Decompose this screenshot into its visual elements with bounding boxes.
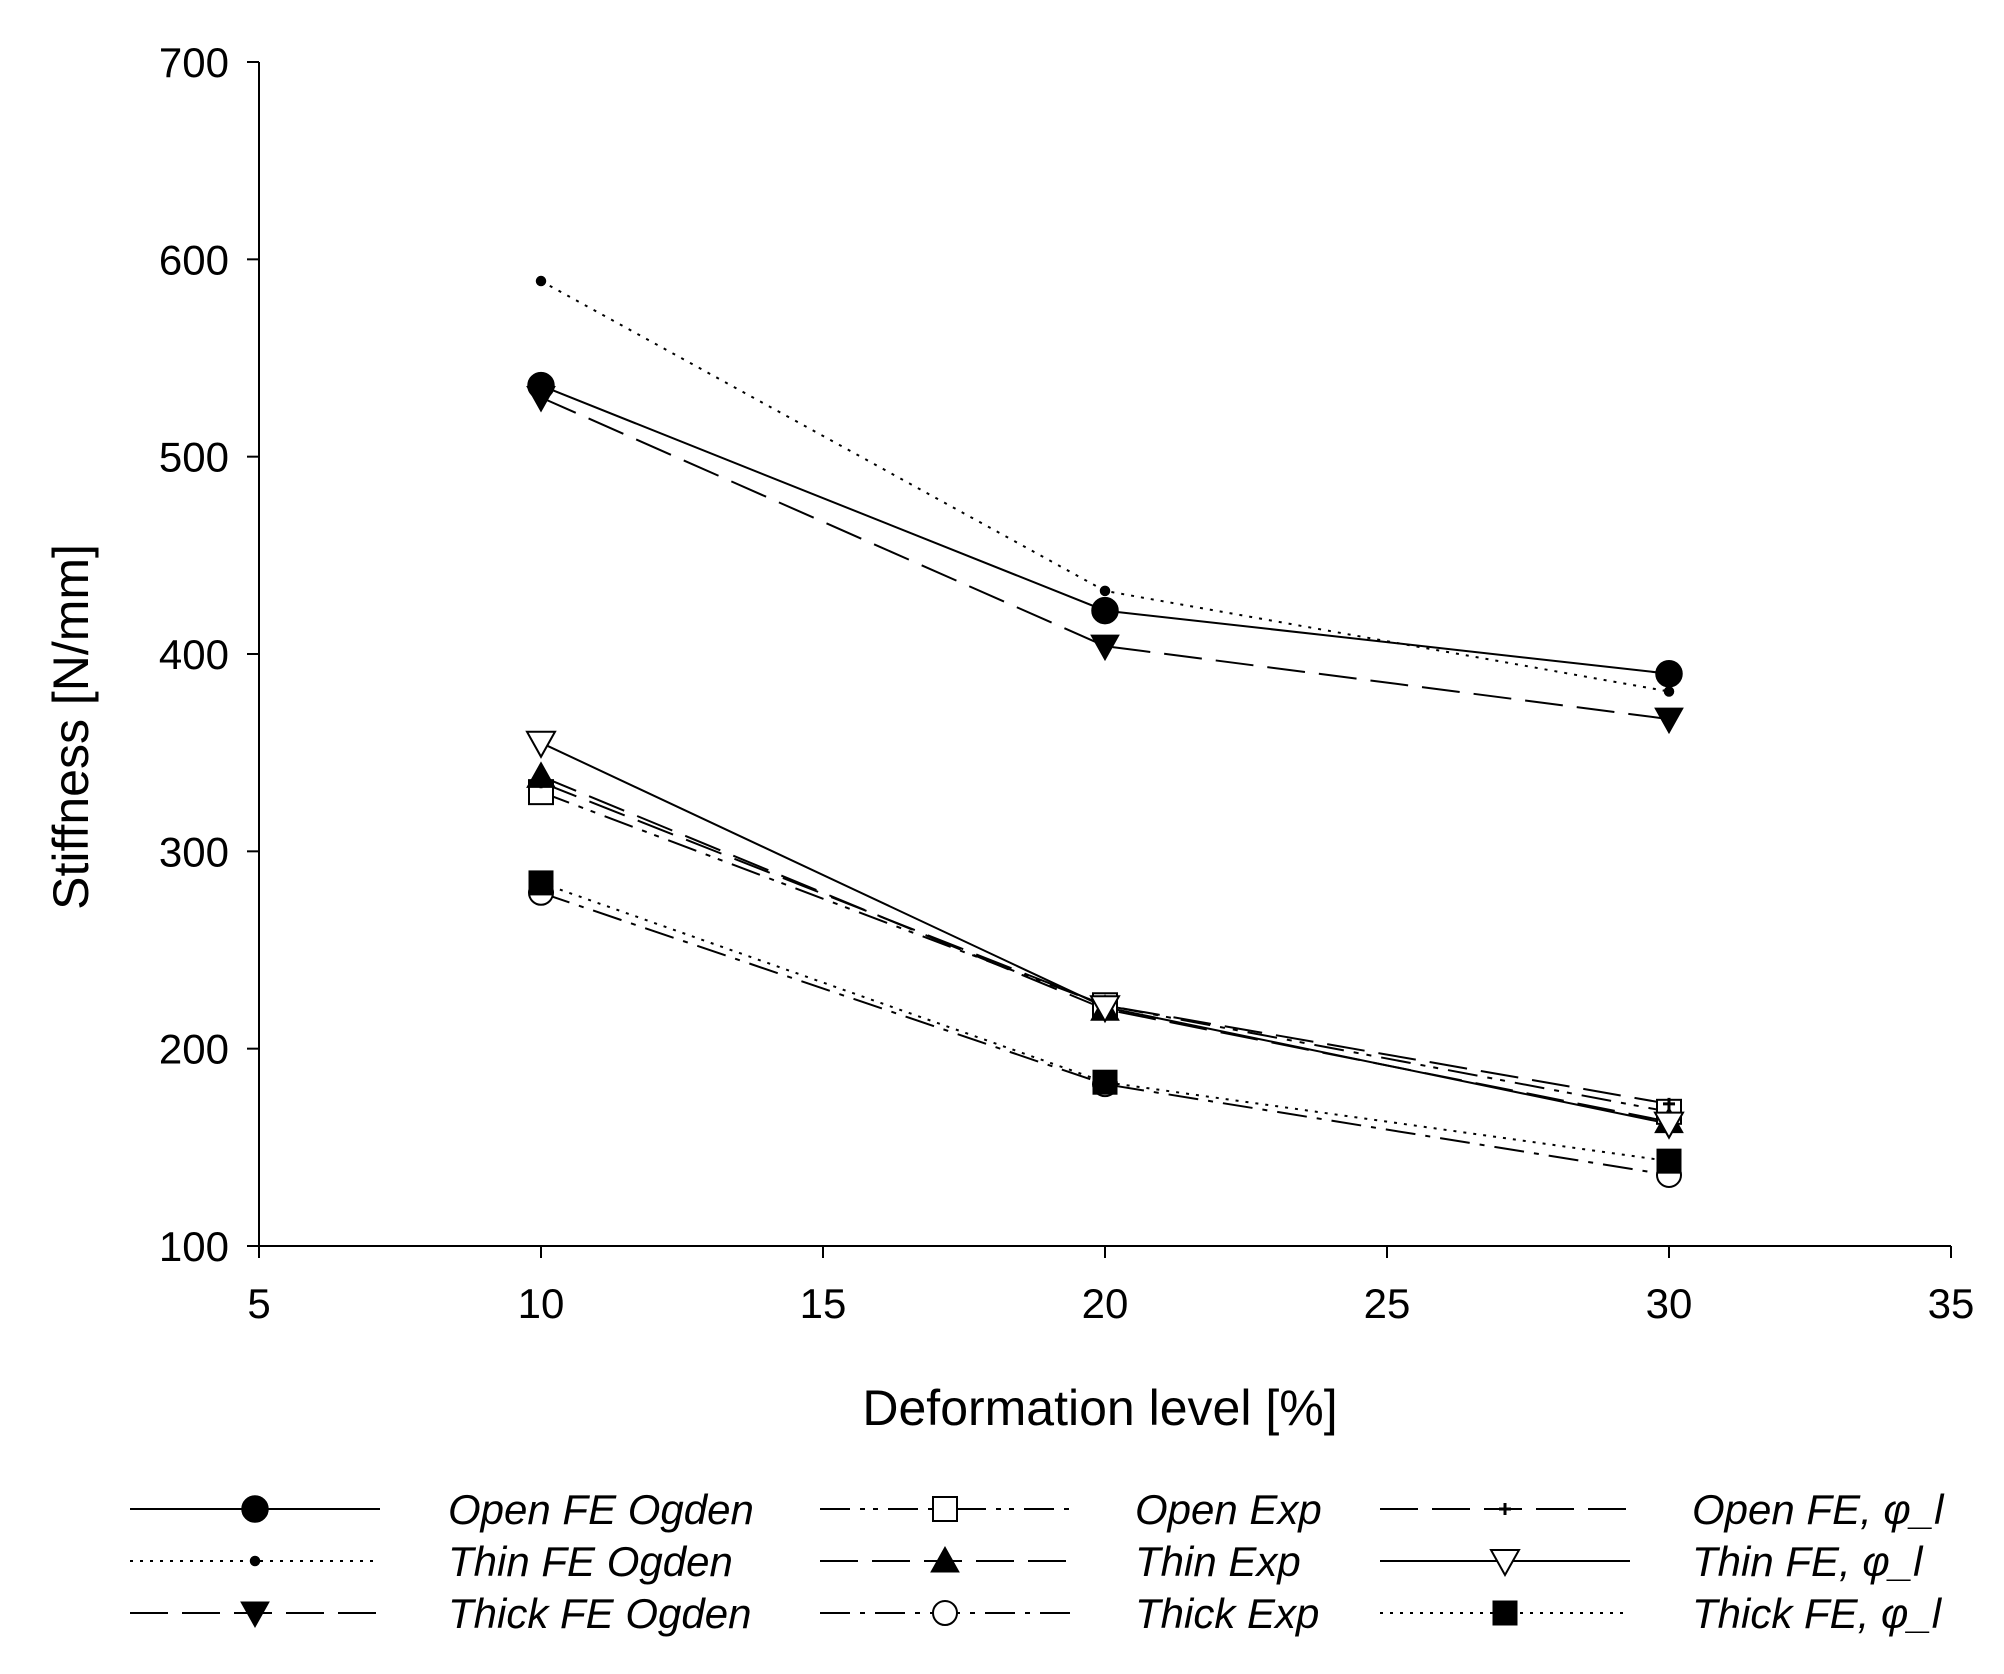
legend: Open FE Ogden Thin FE Ogden Thick FE Ogden… [130, 1486, 1945, 1637]
legend-item: Open Exp [820, 1486, 1322, 1533]
y-tick-label: 100 [159, 1223, 229, 1270]
legend-label: Thick FE, φ_l [1692, 1590, 1943, 1637]
x-tick-label: 25 [1364, 1280, 1411, 1327]
legend-swatch-marker [249, 1555, 261, 1567]
y-tick-label: 700 [159, 39, 229, 86]
data-point [535, 275, 547, 287]
x-tick-label: 10 [518, 1280, 565, 1327]
y-axis-title: Stiffness [N/mm] [43, 544, 99, 910]
axes: 5 10 15 20 25 30 35 100 200 300 400 500 600 700 [159, 39, 1974, 1327]
series-lines [540, 280, 1670, 1176]
x-axis-title: Deformation level [%] [862, 1380, 1337, 1436]
series-line [540, 280, 1670, 693]
data-point [1656, 1148, 1682, 1174]
data-point [1090, 634, 1120, 662]
legend-swatch-marker [932, 1496, 958, 1522]
y-tick-label: 500 [159, 434, 229, 481]
legend-swatch-marker [930, 1545, 960, 1573]
legend-item: Open FE Ogden [130, 1486, 754, 1533]
legend-label: Thin Exp [1135, 1538, 1301, 1585]
data-point [1091, 596, 1119, 625]
series-markers-group [528, 870, 1682, 1174]
data-point [526, 385, 556, 413]
series-markers-group [526, 385, 1684, 735]
legend-item: Thin Exp [820, 1538, 1301, 1585]
legend-label: Open FE Ogden [448, 1486, 754, 1533]
legend-label: Thick FE Ogden [448, 1590, 751, 1637]
legend-item: Thick Exp [820, 1590, 1319, 1637]
series-line [540, 791, 1670, 1113]
y-tick-label: 200 [159, 1026, 229, 1073]
legend-item: Thin FE, φ_l [1380, 1538, 1924, 1585]
data-point [1653, 1111, 1685, 1140]
data-point [1663, 686, 1675, 697]
legend-swatch-marker [241, 1495, 269, 1523]
series-markers-group [528, 879, 1682, 1188]
legend-swatch-marker [1489, 1549, 1521, 1578]
x-tick-label: 15 [800, 1280, 847, 1327]
series-markers-group [535, 776, 1675, 1110]
data-point [1099, 585, 1111, 597]
legend-item: Thin FE Ogden [130, 1538, 733, 1585]
legend-label: Open Exp [1135, 1486, 1322, 1533]
series-markers-group [535, 275, 1675, 697]
data-point [1655, 659, 1683, 688]
y-tick-label: 400 [159, 631, 229, 678]
legend-label: Thick Exp [1135, 1590, 1319, 1637]
legend-swatch-marker [240, 1601, 270, 1629]
legend-item: Thick FE Ogden [130, 1590, 751, 1637]
y-tick-label: 600 [159, 236, 229, 283]
data-point [1092, 1069, 1118, 1095]
legend-label: Open FE, φ_l [1692, 1486, 1945, 1533]
legend-item: Thick FE, φ_l [1380, 1590, 1943, 1637]
series-markers [525, 275, 1685, 1188]
series-line [540, 891, 1670, 1176]
legend-label: Thin FE Ogden [448, 1538, 733, 1585]
legend-swatch-marker [1492, 1600, 1518, 1626]
series-line [540, 781, 1670, 1105]
plot-series [525, 275, 1685, 1188]
data-point [535, 776, 547, 789]
series-line [540, 741, 1670, 1125]
x-tick-label: 5 [247, 1280, 270, 1327]
data-point [528, 870, 554, 896]
series-markers-group [525, 730, 1685, 1140]
series-line [540, 396, 1670, 721]
legend-label: Thin FE, φ_l [1692, 1538, 1924, 1585]
y-tick-label: 300 [159, 828, 229, 875]
x-tick-label: 20 [1082, 1280, 1129, 1327]
legend-item: Open FE, φ_l [1380, 1486, 1945, 1533]
x-tick-label: 30 [1646, 1280, 1693, 1327]
data-point [1654, 707, 1684, 735]
series-line [540, 384, 1670, 675]
data-point [525, 730, 557, 759]
legend-swatch-marker [1499, 1503, 1511, 1515]
legend-swatch-marker [932, 1600, 958, 1626]
data-point [1089, 995, 1121, 1024]
data-point [1663, 1097, 1675, 1110]
x-tick-label: 35 [1928, 1280, 1975, 1327]
